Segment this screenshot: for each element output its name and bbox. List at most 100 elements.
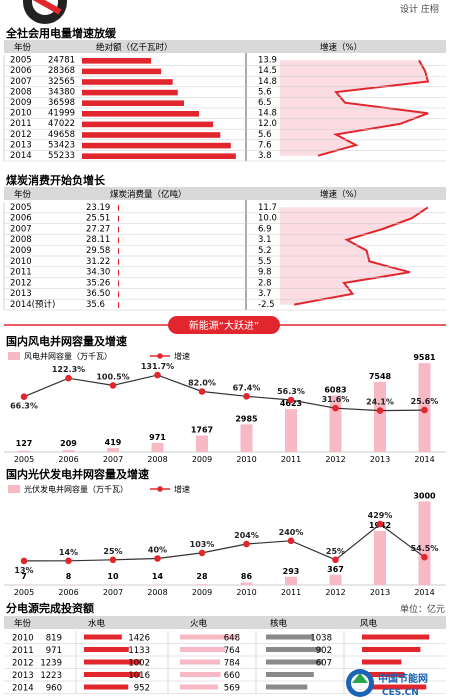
growth-value-label: 131.7% — [141, 362, 174, 371]
growth-label: 3.8 — [258, 151, 272, 161]
growth-point — [109, 556, 117, 564]
value-bar — [82, 68, 161, 75]
value-label: 28.11 — [86, 235, 110, 245]
growth-point — [198, 549, 206, 557]
thermal-value-label: 1426 — [128, 634, 150, 644]
investment-unit: 单位：亿元 — [400, 603, 445, 615]
value-bar — [118, 259, 119, 265]
growth-label: 14.8 — [258, 109, 277, 119]
year-label: 2006 — [10, 66, 32, 76]
value-bar — [118, 205, 119, 211]
growth-value-label: 24.1% — [366, 398, 394, 407]
nuclear-value-label: 648 — [224, 634, 240, 644]
section3-title: 国内风电并网容量及增速 — [6, 334, 127, 348]
growth-label: 7.6 — [258, 140, 272, 150]
col-header-value: 煤炭消费量（亿吨） — [110, 189, 187, 200]
value-bar — [118, 248, 119, 254]
thermal-value-label: 1133 — [128, 646, 150, 656]
growth-value-label: 429% — [368, 511, 393, 520]
thermal-bar — [180, 684, 219, 690]
growth-line — [23, 523, 425, 562]
legend-bar-label: 光伏发电并网容量（万千瓦） — [24, 484, 128, 494]
capacity-value-label: 10 — [107, 572, 119, 581]
capacity-value-label: 8 — [66, 572, 72, 581]
value-label: 27.27 — [86, 224, 110, 234]
year-label: 2008 — [10, 87, 32, 97]
year-label: 2010 — [10, 257, 32, 267]
capacity-bar — [151, 584, 164, 586]
col-header: 火电 — [190, 618, 208, 629]
x-tick-label: 2006 — [58, 588, 78, 597]
capacity-value-label: 86 — [241, 572, 253, 581]
wind-value-label: 1038 — [310, 634, 332, 644]
col-header: 核电 — [270, 618, 288, 629]
x-tick-label: 2011 — [281, 455, 301, 464]
growth-label: 6.9 — [258, 224, 272, 234]
wind-chart: 风电并网容量（万千瓦） 增速 127 2005 209 2006 419 2007 971 200… — [4, 351, 446, 464]
year-label: 2013 — [12, 671, 34, 681]
capacity-value-label: 9581 — [413, 353, 436, 362]
value-bar — [82, 121, 213, 128]
wind-bar — [362, 659, 402, 665]
thermal-value-label: 952 — [134, 684, 150, 694]
growth-value-label: 100.5% — [96, 372, 129, 381]
x-tick-label: 2009 — [192, 588, 212, 597]
growth-point — [376, 407, 384, 414]
x-tick-label: 2007 — [103, 588, 123, 597]
growth-point — [287, 537, 295, 545]
growth-value-label: 56.3% — [277, 387, 305, 396]
col-header-value: 绝对额（亿千瓦时） — [96, 42, 173, 53]
thermal-bar — [180, 647, 226, 652]
growth-point — [154, 555, 161, 562]
x-tick-label: 2007 — [103, 455, 123, 464]
section5-title: 分电源完成投资额 — [6, 601, 94, 615]
year-label: 2005 — [10, 56, 32, 66]
year-label: 2014 — [12, 684, 34, 694]
growth-value-label: 66.3% — [10, 402, 38, 411]
capacity-value-label: 28 — [196, 572, 208, 581]
value-label: 41999 — [48, 109, 75, 119]
x-tick-label: 2013 — [370, 588, 390, 597]
thermal-value-label: 1002 — [128, 659, 150, 669]
growth-label: 3.1 — [258, 235, 272, 245]
year-label: 2010 — [12, 634, 34, 644]
value-bar — [82, 142, 231, 149]
value-bar — [82, 153, 236, 159]
capacity-value-label: 293 — [283, 567, 300, 576]
growth-point — [65, 557, 72, 565]
growth-label: 5.5 — [258, 257, 272, 267]
year-label: 2007 — [10, 77, 32, 87]
nuclear-value-label: 569 — [224, 684, 240, 694]
hydro-value-label: 960 — [46, 684, 62, 694]
capacity-bar — [196, 435, 208, 452]
table-header-bg — [4, 40, 446, 53]
growth-value-label: 31.6% — [322, 395, 350, 404]
capacity-value-label: 367 — [327, 565, 344, 574]
growth-value-label: 82.0% — [188, 379, 216, 388]
growth-point — [421, 553, 428, 561]
capacity-bar — [240, 582, 253, 585]
value-bar — [82, 89, 178, 96]
hydro-bar — [84, 684, 129, 690]
x-tick-label: 2012 — [325, 455, 345, 464]
x-tick-label: 2005 — [14, 455, 34, 464]
growth-label: 14.8 — [258, 77, 277, 87]
year-label: 2009 — [10, 98, 32, 108]
thermal-value-label: 1016 — [128, 671, 150, 681]
capacity-value-label: 7 — [21, 572, 27, 581]
col-header-year: 年份 — [14, 189, 32, 200]
hydro-bar — [84, 672, 141, 677]
capacity-bar — [240, 424, 253, 452]
year-label: 2005 — [10, 203, 32, 213]
year-label: 2009 — [10, 246, 32, 256]
growth-label: 13.9 — [258, 56, 277, 66]
coal-table: 年份 煤炭消费量（亿吨） 增速（%） 2005 23.19 11.7 2006 25.51 10… — [3, 187, 446, 311]
growth-label: 11.7 — [258, 203, 277, 213]
growth-point — [421, 406, 428, 414]
growth-value-label: 13% — [14, 566, 33, 575]
section1-title: 全社会用电量增速放缓 — [5, 26, 117, 40]
legend-bar-label: 风电并网容量（万千瓦） — [24, 351, 112, 361]
x-tick-label: 2013 — [370, 455, 390, 464]
growth-point — [332, 556, 339, 564]
